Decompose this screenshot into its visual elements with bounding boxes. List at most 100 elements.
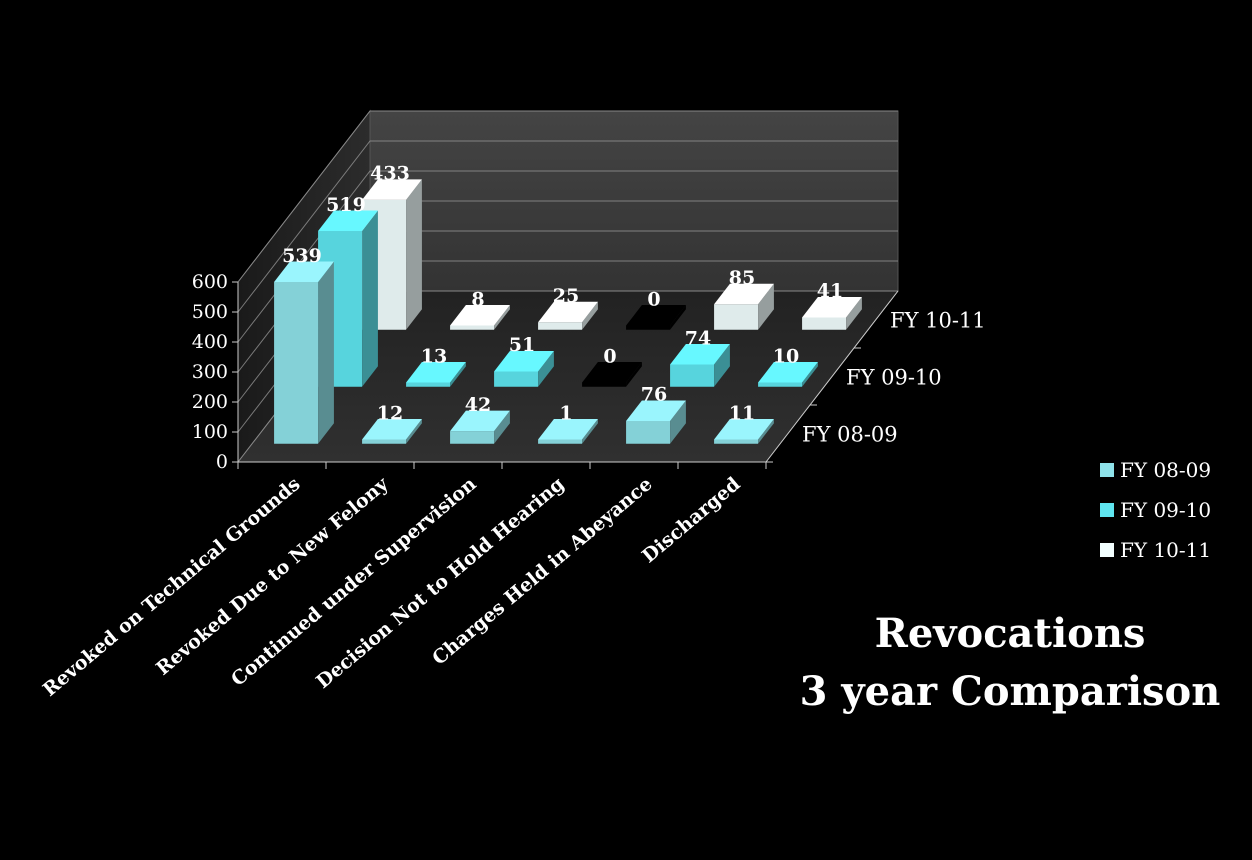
chart-title-block: Revocations 3 year Comparison bbox=[770, 605, 1250, 721]
bar-top-face bbox=[538, 301, 598, 323]
y-tick-label: 100 bbox=[192, 421, 228, 443]
bar-front-face bbox=[274, 282, 319, 444]
bar-front-face bbox=[362, 439, 407, 444]
bar-value-label: 85 bbox=[729, 267, 755, 289]
bar-front-face bbox=[670, 364, 715, 387]
bar-value-label: 41 bbox=[817, 280, 843, 302]
bar-side-face bbox=[802, 362, 818, 387]
bar-top-face bbox=[802, 296, 862, 318]
bar-front-face bbox=[582, 382, 627, 387]
bar-value-label: 8 bbox=[471, 288, 484, 310]
bar-top-face bbox=[318, 210, 378, 232]
bar-front-face bbox=[758, 382, 803, 387]
bar-top-face bbox=[450, 305, 510, 326]
chart-title: Revocations bbox=[874, 610, 1146, 657]
legend-item-fy0910: FY 09-10 bbox=[1100, 490, 1211, 530]
bar-top-face bbox=[362, 419, 422, 440]
bar: 13 bbox=[406, 345, 466, 387]
bar: 539 bbox=[274, 245, 334, 444]
bar-value-label: 0 bbox=[603, 345, 616, 367]
bar: 0 bbox=[626, 288, 686, 330]
bar-front-face bbox=[802, 317, 847, 330]
bar-front-face bbox=[450, 431, 495, 444]
bar-top-face bbox=[626, 400, 686, 421]
bar-value-label: 51 bbox=[509, 334, 535, 356]
bar-side-face bbox=[362, 210, 378, 387]
bar-value-label: 13 bbox=[421, 345, 447, 367]
bar-side-face bbox=[582, 419, 598, 444]
bar-front-face bbox=[714, 304, 759, 330]
bar-side-face bbox=[758, 283, 774, 330]
bar-value-label: 519 bbox=[326, 194, 366, 216]
bar-top-face bbox=[714, 419, 774, 440]
bar-top-face bbox=[582, 362, 642, 383]
bar-side-face bbox=[406, 419, 422, 444]
bar-side-face bbox=[494, 305, 510, 330]
legend-label-fy0910: FY 09-10 bbox=[1120, 498, 1212, 522]
bar-side-face bbox=[626, 362, 642, 387]
bar: 25 bbox=[538, 285, 598, 330]
bar-front-face bbox=[626, 325, 671, 330]
bar-value-label: 42 bbox=[465, 394, 491, 416]
bar-value-label: 11 bbox=[729, 402, 755, 424]
bar-value-label: 433 bbox=[370, 163, 410, 185]
bar: 51 bbox=[494, 334, 554, 387]
legend-swatch-fy1011 bbox=[1100, 543, 1114, 557]
legend-swatch-fy0809 bbox=[1100, 463, 1114, 477]
bar: 0 bbox=[582, 345, 642, 387]
bar-side-face bbox=[494, 410, 510, 444]
bar-top-face bbox=[362, 179, 422, 200]
bar-value-label: 539 bbox=[282, 245, 322, 267]
bar-top-face bbox=[758, 362, 818, 383]
bar-top-face bbox=[450, 410, 510, 432]
y-tick-label: 200 bbox=[192, 391, 228, 413]
bar-side-face bbox=[670, 305, 686, 330]
gridline bbox=[237, 110, 898, 283]
bar-value-label: 25 bbox=[553, 285, 579, 307]
y-tick-label: 500 bbox=[192, 301, 228, 323]
bar-side-face bbox=[758, 419, 774, 444]
bar-top-face bbox=[714, 283, 774, 305]
bars: 433 8 25 0 85 41 519 13 51 0 74 10 539 12 42 1 76 11 bbox=[274, 163, 862, 444]
legend-item-fy1011: FY 10-11 bbox=[1100, 530, 1211, 570]
bar: 42 bbox=[450, 394, 510, 444]
bar-top-face bbox=[406, 362, 466, 383]
y-tick-label: 400 bbox=[192, 331, 228, 353]
bar-front-face bbox=[494, 371, 539, 387]
bar-front-face bbox=[538, 439, 583, 444]
bar-front-face bbox=[450, 325, 495, 330]
gridline bbox=[237, 140, 898, 313]
bar: 76 bbox=[626, 384, 686, 444]
bar-side-face bbox=[582, 301, 598, 330]
bar-value-label: 1 bbox=[559, 402, 572, 424]
bar-side-face bbox=[670, 400, 686, 444]
bar-top-face bbox=[538, 419, 598, 440]
bar-front-face bbox=[626, 420, 671, 444]
bar: 85 bbox=[714, 267, 774, 330]
legend-label-fy0809: FY 08-09 bbox=[1120, 458, 1212, 482]
bar-value-label: 76 bbox=[641, 384, 667, 406]
legend-swatch-fy0910 bbox=[1100, 503, 1114, 517]
bar-front-face bbox=[406, 382, 451, 387]
y-tick-label: 300 bbox=[192, 361, 228, 383]
legend: FY 08-09 FY 09-10 FY 10-11 bbox=[1100, 450, 1211, 570]
bar: 10 bbox=[758, 345, 818, 387]
legend-label-fy1011: FY 10-11 bbox=[1120, 538, 1212, 562]
bar-value-label: 0 bbox=[647, 288, 660, 310]
bar: 41 bbox=[802, 280, 862, 330]
bar-value-label: 74 bbox=[685, 327, 711, 349]
bar-top-face bbox=[626, 305, 686, 326]
bar-top-face bbox=[494, 350, 554, 372]
bar-side-face bbox=[450, 362, 466, 387]
bar: 12 bbox=[362, 402, 422, 444]
depth-series-label: FY 08-09 bbox=[802, 423, 898, 447]
bar: 8 bbox=[450, 288, 510, 330]
bar-top-face bbox=[670, 344, 730, 365]
bar-front-face bbox=[538, 322, 583, 330]
y-tick-label: 0 bbox=[216, 451, 228, 473]
bar: 11 bbox=[714, 402, 774, 444]
chart-subtitle: 3 year Comparison bbox=[799, 668, 1221, 715]
bar-side-face bbox=[846, 296, 862, 330]
